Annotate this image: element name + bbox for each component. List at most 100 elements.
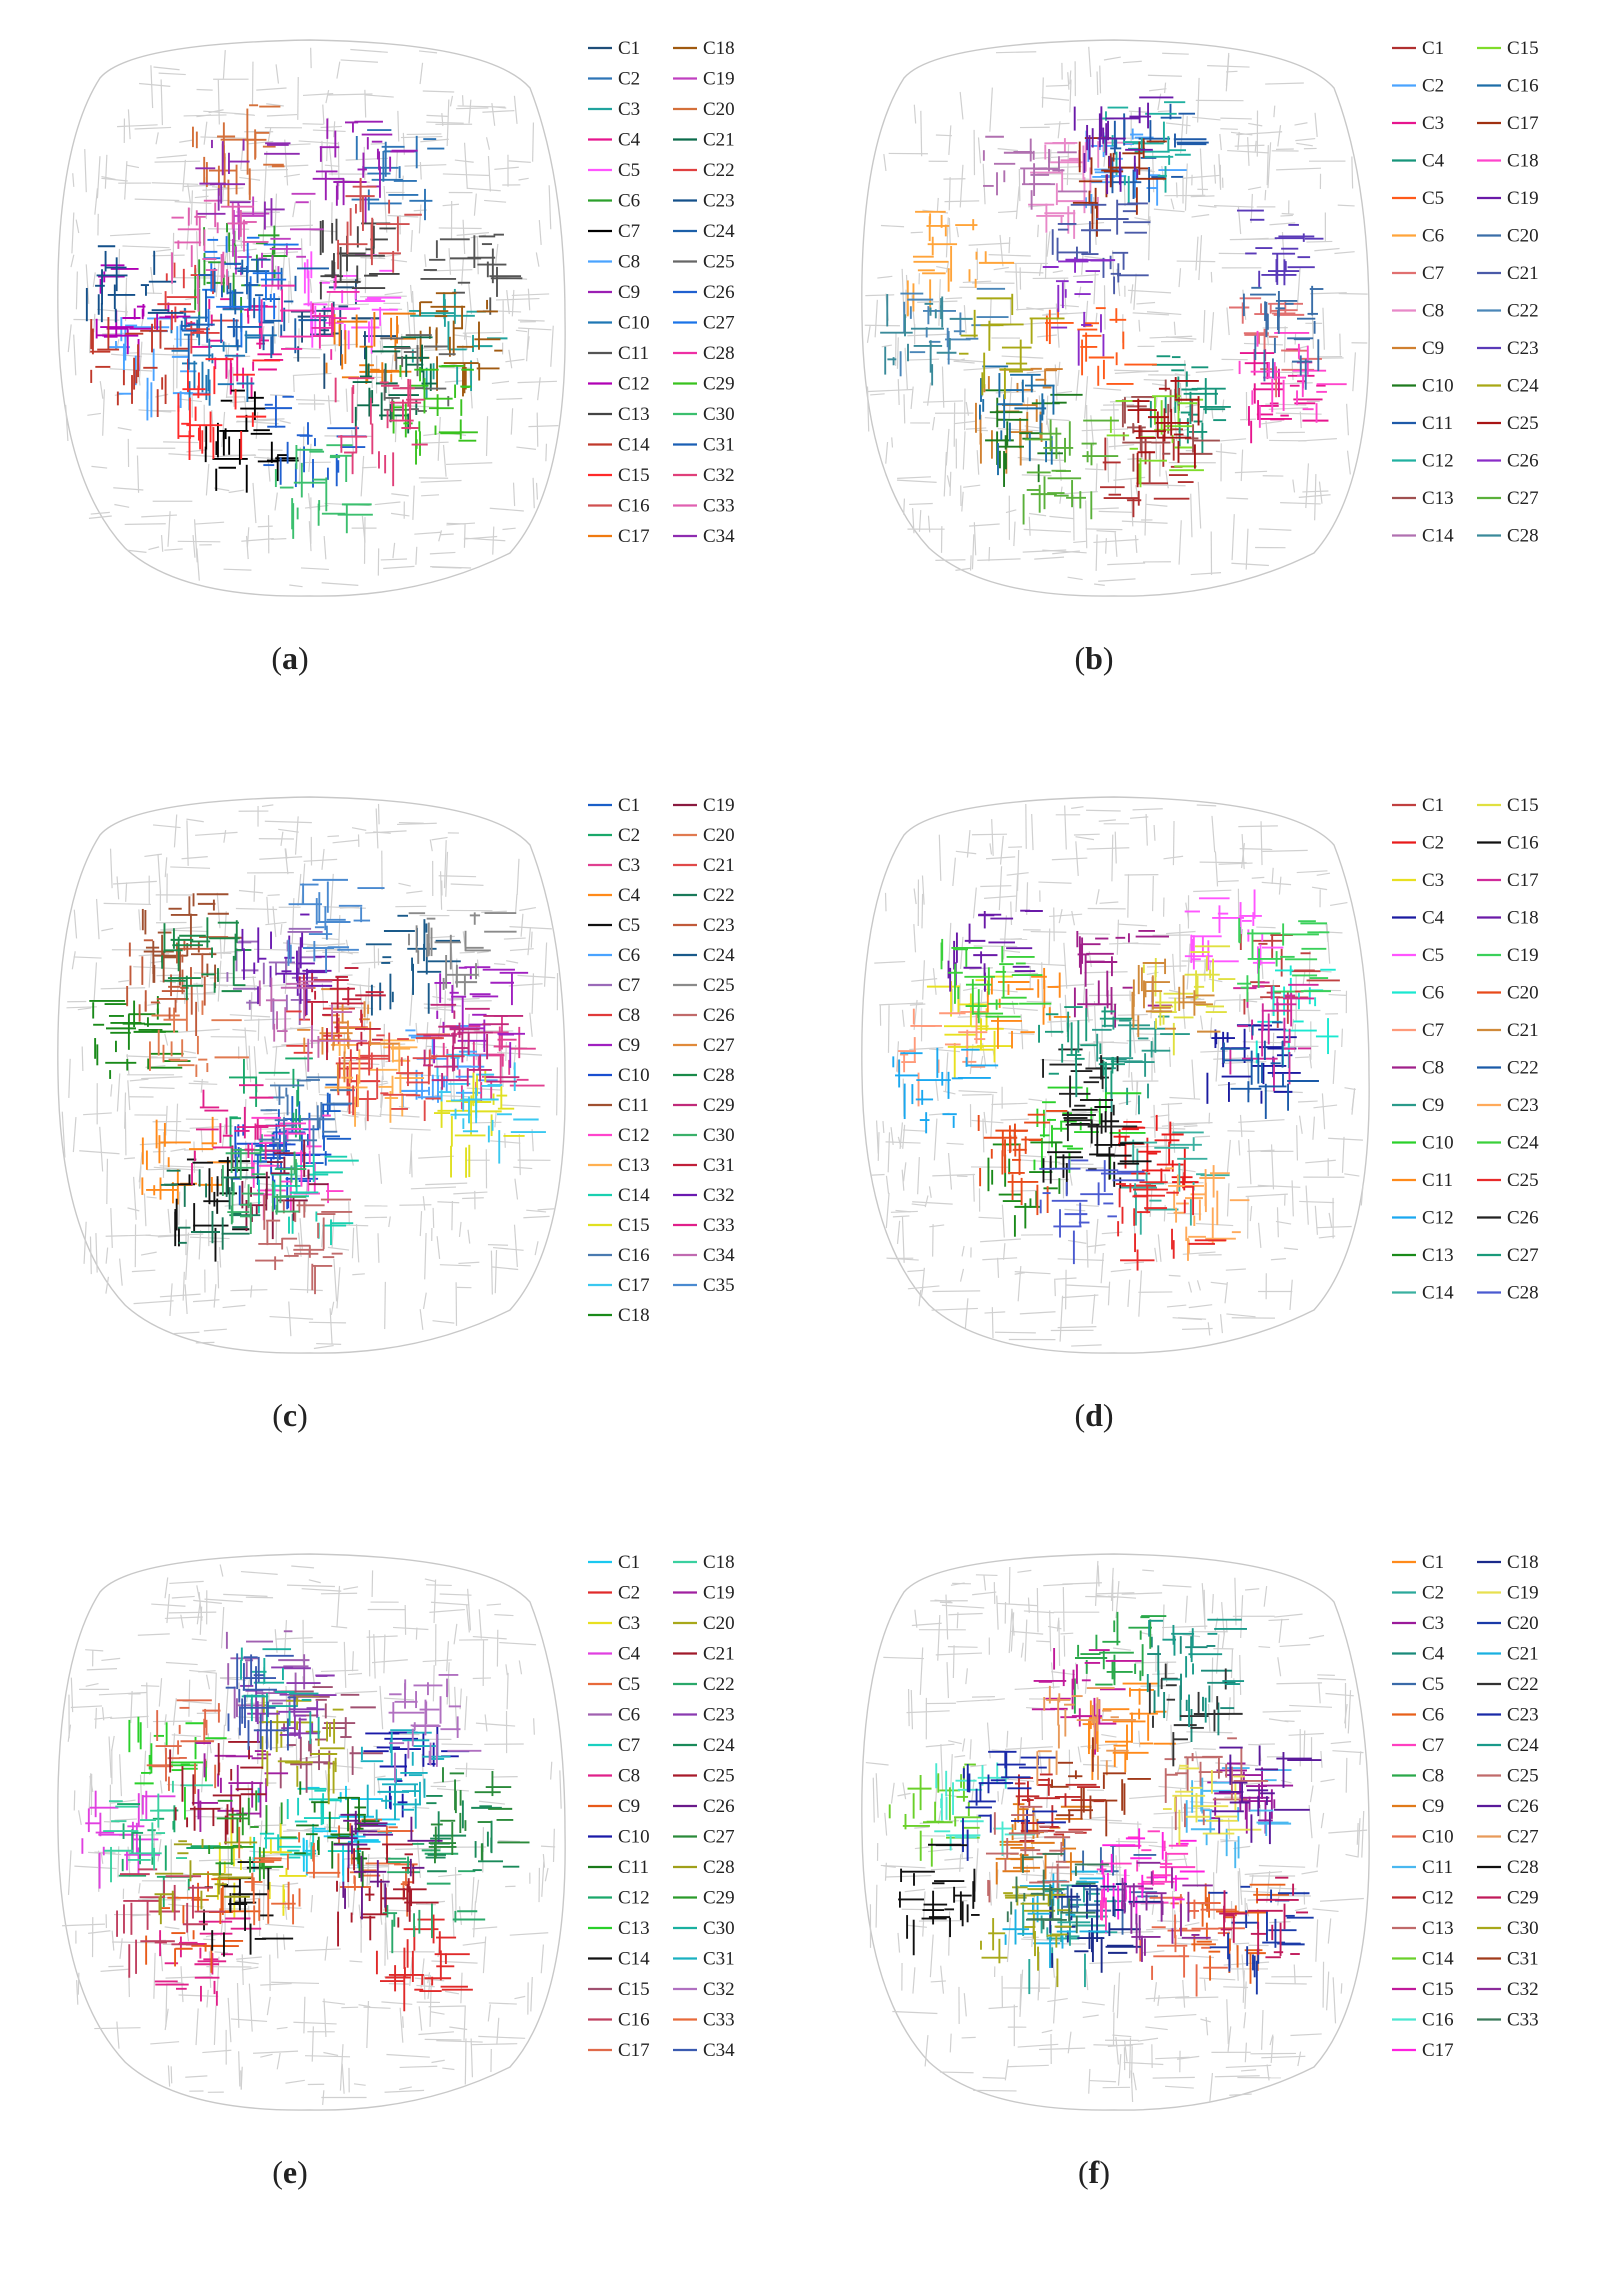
svg-text:C12: C12 (1422, 451, 1454, 472)
legend-entry-c31: C31 (673, 1949, 735, 1970)
svg-text:C27: C27 (703, 1035, 735, 1056)
panel-caption-f: (f) (1078, 2154, 1110, 2190)
cluster-c35 (287, 878, 385, 973)
cluster-c23 (962, 1750, 1066, 1861)
cluster-c23 (126, 936, 229, 1037)
legend-entry-c17: C17 (588, 2040, 650, 2061)
svg-text:C6: C6 (618, 945, 640, 966)
legend-entry-c8: C8 (1392, 301, 1444, 322)
cluster-c21 (1131, 958, 1221, 1038)
legend-entry-c7: C7 (1392, 263, 1444, 284)
svg-text:C30: C30 (703, 404, 735, 425)
cluster-c33 (171, 199, 269, 312)
legend-entry-c29: C29 (673, 1095, 735, 1116)
legend-e: C1 C2 C3 C4 C5 C6 C7 C8 C9 C10 C11 C12 C13 C14 C15 C16 C… (588, 1552, 798, 2114)
legend-entry-c12: C12 (588, 1125, 650, 1146)
svg-text:C16: C16 (618, 1245, 650, 1266)
svg-text:C33: C33 (703, 496, 735, 517)
road-network-map-f (861, 1553, 1370, 2111)
legend-entry-c23: C23 (1477, 1705, 1539, 1726)
legend-entry-c5: C5 (1392, 188, 1444, 209)
cluster-c20 (1242, 285, 1324, 390)
legend-entry-c13: C13 (588, 1155, 650, 1176)
legend-b: C1 C2 C3 C4 C5 C6 C7 C8 C9 C10 C11 C12 C13 C14 C15 C16 C… (1392, 38, 1602, 580)
legend-entry-c19: C19 (673, 69, 735, 90)
legend-entry-c1: C1 (1392, 1552, 1444, 1573)
cluster-c21 (352, 1032, 465, 1122)
legend-a: C1 C2 C3 C4 C5 C6 C7 C8 C9 C10 C11 C12 C13 C14 C15 C16 C… (588, 38, 798, 580)
legend-entry-c13: C13 (1392, 1245, 1454, 1266)
legend-entry-c22: C22 (1477, 1674, 1539, 1695)
legend-entry-c10: C10 (588, 1065, 650, 1086)
svg-text:C6: C6 (1422, 226, 1444, 247)
legend-entry-c15: C15 (588, 1979, 650, 2000)
cluster-c33 (238, 1826, 341, 1926)
legend-entry-c13: C13 (1392, 488, 1454, 509)
cluster-c23 (240, 1666, 337, 1743)
legend-entry-c11: C11 (588, 1095, 649, 1116)
cluster-c31 (360, 1729, 451, 1829)
svg-text:C22: C22 (703, 885, 735, 906)
legend-entry-c26: C26 (1477, 1796, 1539, 1817)
panel-caption-d: (d) (1074, 1397, 1114, 1433)
cluster-c20 (149, 996, 249, 1077)
svg-text:C9: C9 (1422, 338, 1444, 359)
cluster-c11 (1185, 1767, 1292, 1869)
cluster-c30 (221, 1146, 307, 1235)
svg-text:C21: C21 (703, 130, 735, 151)
cluster-c18 (947, 909, 1043, 992)
svg-text:C29: C29 (703, 1095, 735, 1116)
legend-entry-c18: C18 (1477, 151, 1539, 172)
legend-entry-c8: C8 (588, 1766, 640, 1787)
legend-entry-c25: C25 (673, 975, 735, 996)
svg-text:C35: C35 (703, 1275, 735, 1296)
legend-entry-c16: C16 (1477, 833, 1539, 854)
city-boundary (57, 796, 566, 1354)
svg-text:C11: C11 (618, 1095, 649, 1116)
legend-entry-c14: C14 (588, 1185, 650, 1206)
legend-entry-c11: C11 (588, 1857, 649, 1878)
svg-text:C1: C1 (1422, 38, 1444, 59)
legend-entry-c24: C24 (1477, 1735, 1539, 1756)
svg-text:C30: C30 (703, 1125, 735, 1146)
svg-text:C21: C21 (703, 855, 735, 876)
svg-text:C17: C17 (1507, 113, 1539, 134)
legend-entry-c27: C27 (673, 1035, 735, 1056)
cluster-c34 (225, 1653, 297, 1751)
svg-text:C7: C7 (618, 221, 640, 242)
legend-entry-c18: C18 (1477, 1552, 1539, 1573)
legend-entry-c25: C25 (673, 1766, 735, 1787)
svg-text:C14: C14 (618, 1185, 650, 1206)
cluster-c2 (375, 1914, 473, 2012)
legend-entry-c31: C31 (673, 435, 735, 456)
legend-entry-c18: C18 (1477, 908, 1539, 929)
legend-entry-c26: C26 (673, 1005, 735, 1026)
legend-entry-c12: C12 (1392, 1208, 1454, 1229)
panel-d: C1 C2 C3 C4 C5 C6 C7 C8 C9 C10 C11 C12 C13 C14 C15 C16 C… (804, 757, 1608, 1514)
svg-text:C11: C11 (1422, 413, 1453, 434)
svg-text:C13: C13 (618, 1155, 650, 1176)
legend-entry-c12: C12 (588, 1888, 650, 1909)
panel-a: C1 C2 C3 C4 C5 C6 C7 C8 C9 C10 C11 C12 C13 C14 C15 C16 C… (0, 0, 804, 757)
cluster-c32 (388, 1674, 482, 1783)
svg-text:C8: C8 (618, 1005, 640, 1026)
cluster-c26 (333, 1810, 443, 1920)
svg-text:C8: C8 (1422, 301, 1444, 322)
cluster-c27 (1022, 419, 1119, 525)
cluster-c7 (253, 1787, 362, 1872)
legend-entry-c15: C15 (1477, 795, 1539, 816)
cluster-c25 (985, 1805, 1084, 1903)
legend-entry-c30: C30 (1477, 1918, 1539, 1939)
legend-entry-c27: C27 (673, 313, 735, 334)
legend-c: C1 C2 C3 C4 C5 C6 C7 C8 C9 C10 C11 C12 C13 C14 C15 C16 C… (588, 795, 798, 1377)
legend-entry-c3: C3 (588, 1613, 640, 1634)
svg-text:C3: C3 (618, 99, 640, 120)
legend-entry-c14: C14 (588, 435, 650, 456)
cluster-c28 (1039, 1159, 1145, 1265)
cluster-c14 (982, 135, 1088, 210)
svg-text:C28: C28 (1507, 526, 1539, 547)
legend-entry-c22: C22 (673, 160, 735, 181)
panel-caption-e: (e) (272, 2154, 308, 2190)
legend-entry-c23: C23 (673, 1705, 735, 1726)
legend-entry-c6: C6 (1392, 1705, 1444, 1726)
